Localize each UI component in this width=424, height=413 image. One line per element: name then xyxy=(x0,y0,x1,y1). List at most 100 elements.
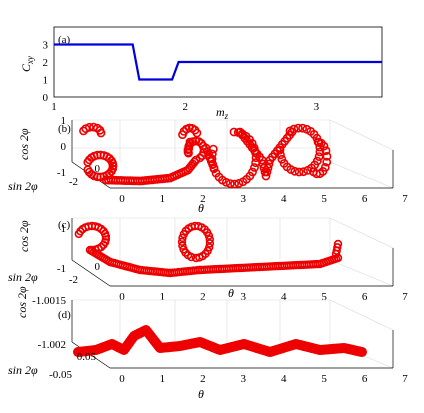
x-tick-labels: 0 1 2 3 4 5 6 7 xyxy=(119,193,408,205)
z-tick-labels: -2 0 xyxy=(69,261,101,286)
x-tick-label: 4 xyxy=(281,193,287,205)
x-tick-label: 1 xyxy=(51,101,57,113)
y-axis-label: cos 2φ xyxy=(15,286,29,318)
x-tick-label: 0 xyxy=(119,193,125,205)
data-point xyxy=(208,144,218,154)
y-tick-labels: -1 1 xyxy=(57,223,66,275)
data-point xyxy=(315,147,325,157)
y-axis-label: cos 2φ xyxy=(17,220,31,252)
x-tick-label: 2 xyxy=(200,193,206,205)
y-tick-label: -1 xyxy=(57,263,66,275)
x-tick-label: 5 xyxy=(321,291,327,303)
data-point xyxy=(234,178,244,188)
data-point xyxy=(96,128,106,138)
y-tick-label: 0 xyxy=(61,141,67,153)
data-point xyxy=(319,141,329,151)
y-tick-label: 1 xyxy=(61,223,67,235)
data-point xyxy=(177,237,187,247)
data-point xyxy=(276,150,285,160)
x-tick-label: 7 xyxy=(402,291,408,303)
x-tick-label: 4 xyxy=(281,373,287,385)
z-tick-label: -2 xyxy=(69,274,78,286)
data-point xyxy=(250,163,259,172)
x-axis-label: θ xyxy=(228,286,234,300)
data-point xyxy=(76,227,85,236)
data-point xyxy=(312,133,322,143)
x-tick-label: 7 xyxy=(402,193,408,205)
data-point xyxy=(85,122,94,132)
z-tick-labels: -0.05 0.05 xyxy=(49,351,96,381)
z-axis-label: sin 2φ xyxy=(8,363,38,377)
x-axis-label: mz xyxy=(216,105,229,121)
panel-b: (b) 0 1 2 3 4 5 6 7 -1 0 1 -2 0 θ cos 2φ sin 2φ xyxy=(8,115,408,215)
x-axis-label: θ xyxy=(198,201,204,215)
data-point xyxy=(298,123,307,133)
x-tick-labels: 0 1 2 3 4 5 6 7 xyxy=(119,373,408,385)
panel-a-label: (a) xyxy=(58,34,71,46)
y-tick-labels: 0 1 2 3 xyxy=(43,40,49,105)
x-tick-label: 2 xyxy=(182,101,188,113)
x-tick-label: 2 xyxy=(200,291,206,303)
data-point xyxy=(314,152,324,161)
x-tick-labels: 0 1 2 3 4 5 6 7 xyxy=(119,291,408,303)
panel-b-label: (b) xyxy=(58,123,71,135)
x-tick-label: 3 xyxy=(314,101,320,113)
series-line xyxy=(54,43,382,81)
x-axis-label: θ xyxy=(198,387,204,401)
data-point xyxy=(238,177,248,187)
y-tick-labels: -1.002 -1.0015 xyxy=(32,295,66,351)
data-point xyxy=(333,243,342,252)
y-tick-label: 1 xyxy=(43,75,49,87)
data-point xyxy=(208,159,217,169)
x-tick-label: 6 xyxy=(362,373,368,385)
data-point xyxy=(209,164,219,174)
y-tick-label: 2 xyxy=(43,57,49,69)
data-point xyxy=(205,235,215,244)
z-tick-label: 0 xyxy=(95,261,101,273)
x-tick-label: 3 xyxy=(241,373,247,385)
x-tick-label: 1 xyxy=(160,193,166,205)
y-tick-label: -1.002 xyxy=(38,339,66,351)
data-point xyxy=(205,243,214,252)
y-axis-label: Cxy xyxy=(19,56,35,72)
data-point xyxy=(178,241,187,250)
data-point xyxy=(333,239,343,249)
data-point xyxy=(263,163,273,173)
x-tick-label: 6 xyxy=(362,193,368,205)
data-point xyxy=(211,168,221,178)
series-markers xyxy=(74,221,343,278)
y-tick-label: 1 xyxy=(61,115,67,127)
data-point xyxy=(321,146,331,156)
panel-d: (d) 0 1 2 3 4 5 6 7 -1.002 -1.0015 -0.05 0.05 θ c… xyxy=(8,286,408,401)
data-point xyxy=(277,154,287,164)
x-tick-label: 7 xyxy=(402,373,408,385)
data-point xyxy=(322,157,332,167)
data-point xyxy=(178,233,187,243)
y-tick-labels: -1 0 1 xyxy=(57,115,67,179)
data-point xyxy=(207,149,217,159)
x-tick-label: 4 xyxy=(281,291,287,303)
data-point xyxy=(303,165,313,175)
series-markers xyxy=(73,324,367,357)
x-tick-label: 3 xyxy=(241,193,247,205)
x-tick-label: 1 xyxy=(160,291,166,303)
data-point xyxy=(183,147,193,157)
z-axis-label: sin 2φ xyxy=(8,179,38,193)
x-tick-label: 2 xyxy=(200,373,206,385)
data-point xyxy=(356,346,367,357)
panel-c: (c) 0 1 2 3 4 5 6 7 -1 1 -2 0 θ cos 2φ sin 2φ xyxy=(8,217,408,303)
data-point xyxy=(225,179,235,188)
data-point xyxy=(293,123,303,133)
z-tick-label: 0.05 xyxy=(77,351,97,363)
y-tick-label: 3 xyxy=(43,40,49,52)
panel-d-label: (d) xyxy=(58,309,71,321)
z-axis-label: sin 2φ xyxy=(8,270,38,284)
z-tick-labels: -2 0 xyxy=(69,163,101,188)
panel-c-label: (c) xyxy=(58,219,71,231)
data-point xyxy=(264,159,274,169)
data-point xyxy=(294,167,304,177)
z-tick-label: -0.05 xyxy=(49,369,72,381)
y-tick-label: -1.0015 xyxy=(32,295,66,307)
data-point xyxy=(229,127,239,137)
